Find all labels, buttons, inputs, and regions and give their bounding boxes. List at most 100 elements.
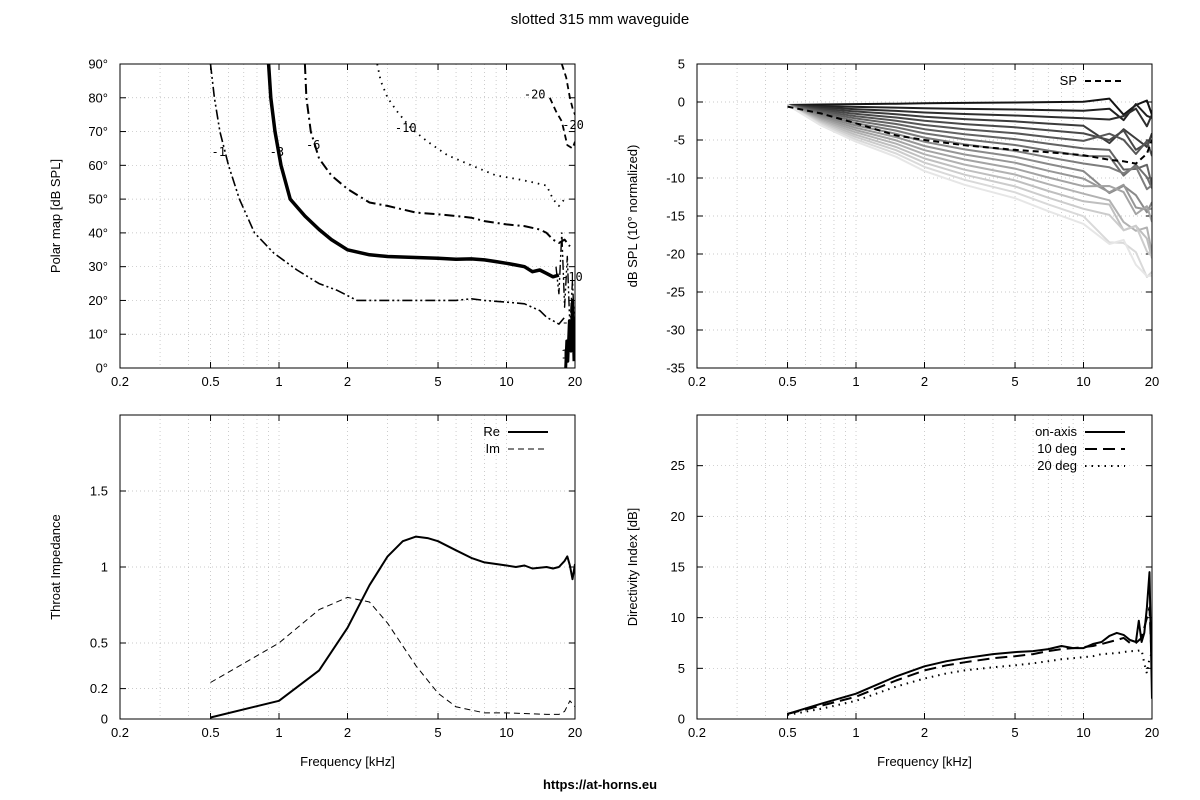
- x-tick-label: 0.5: [201, 374, 219, 389]
- x-tick-label: 5: [1011, 374, 1018, 389]
- y-tick-label: 60°: [88, 158, 108, 173]
- y-tick-label: 0: [678, 712, 685, 727]
- x-tick-label: 10: [1076, 725, 1090, 740]
- y-tick-label: 10: [671, 610, 685, 625]
- spl-angle-curve: [787, 103, 1152, 122]
- y-tick-label: 80°: [88, 90, 108, 105]
- x-tick-label: 5: [434, 374, 441, 389]
- contour-level-label: -10: [561, 270, 583, 284]
- contour-level-label: -20: [524, 87, 546, 101]
- spl-angle-curve: [787, 104, 1152, 148]
- x-tick-label: 1: [852, 725, 859, 740]
- y-tick-label: 70°: [88, 124, 108, 139]
- y-tick-label: 0.5: [90, 636, 108, 651]
- plot-area: [787, 571, 1152, 716]
- y-tick-label: 20°: [88, 293, 108, 308]
- x-axis-label: Frequency [kHz]: [300, 754, 395, 769]
- x-tick-label: 10: [1076, 374, 1090, 389]
- x-tick-label: 0.5: [778, 374, 796, 389]
- plot-frame: [119, 414, 576, 720]
- y-tick-label: 10°: [88, 327, 108, 342]
- spl-angle-curve: [787, 104, 1152, 128]
- spl-angle-curve: [787, 104, 1152, 189]
- y-tick-label: 25: [671, 458, 685, 473]
- x-tick-label: 2: [344, 374, 351, 389]
- contour-level-label: -1: [212, 145, 226, 159]
- x-tick-label: 0.2: [688, 725, 706, 740]
- x-tick-label: 0.2: [688, 374, 706, 389]
- x-tick-label: 5: [434, 725, 441, 740]
- y-axis-label: dB SPL (10° normalized): [625, 145, 640, 288]
- y-tick-label: -30: [666, 323, 685, 338]
- legend-label: Re: [483, 424, 500, 439]
- plot-area: [209, 64, 575, 368]
- y-tick-label: 90°: [88, 57, 108, 72]
- x-tick-label: 1: [852, 374, 859, 389]
- y-tick-label: 1: [101, 560, 108, 575]
- contour-edge-noise: [564, 298, 575, 368]
- y-tick-label: -20: [666, 247, 685, 262]
- y-tick-label: 0.2: [90, 681, 108, 696]
- y-tick-label: 0: [678, 95, 685, 110]
- y-tick-label: -25: [666, 285, 685, 300]
- contour-level-label: -1: [562, 315, 576, 329]
- spl-angle-curve: [787, 104, 1152, 253]
- x-tick-label: 2: [344, 725, 351, 740]
- y-axis-label: Directivity Index [dB]: [625, 508, 640, 627]
- y-tick-label: 5: [678, 661, 685, 676]
- spl-angle-curve: [787, 104, 1152, 151]
- series-20-deg: [787, 649, 1152, 716]
- x-tick-label: 20: [1145, 725, 1159, 740]
- legend-label: SP: [1060, 73, 1077, 88]
- contour-level-label: -3: [270, 145, 284, 159]
- legend-label: Im: [486, 441, 500, 456]
- series-on-axis: [787, 571, 1152, 715]
- contour-line-m1: [209, 64, 566, 325]
- y-tick-label: 30°: [88, 259, 108, 274]
- x-tick-label: 0.2: [111, 374, 129, 389]
- y-tick-label: 15: [671, 560, 685, 575]
- x-tick-label: 1: [275, 374, 282, 389]
- contour-line-m3: [266, 64, 560, 279]
- figure-title: slotted 315 mm waveguide: [511, 11, 689, 28]
- spl-sound-power-curve: [787, 105, 1152, 165]
- series-10-deg: [787, 606, 1152, 715]
- x-tick-label: 5: [1011, 725, 1018, 740]
- y-tick-label: 40°: [88, 225, 108, 240]
- x-axis-label: Frequency [kHz]: [877, 754, 972, 769]
- y-tick-label: -15: [666, 209, 685, 224]
- x-tick-label: 20: [568, 725, 582, 740]
- y-tick-label: 0°: [96, 361, 108, 376]
- plot-frame: [696, 63, 1153, 369]
- legend-label: 10 deg: [1037, 441, 1077, 456]
- x-tick-label: 0.2: [111, 725, 129, 740]
- y-tick-label: -10: [666, 171, 685, 186]
- spl-angle-curve: [787, 104, 1152, 211]
- contour-line-m20: [548, 97, 575, 150]
- plot-area: [210, 535, 575, 719]
- y-axis-label: Polar map [dB SPL]: [48, 159, 63, 273]
- spl-angle-curve: [787, 104, 1152, 191]
- contour-level-label: -20: [562, 118, 584, 132]
- spl-angle-curve: [786, 104, 1152, 277]
- spl-angle-curve: [787, 104, 1152, 278]
- plot-frame: [119, 63, 576, 369]
- y-tick-label: -5: [673, 133, 685, 148]
- spl-angle-curve: [787, 104, 1152, 214]
- x-tick-label: 10: [499, 374, 513, 389]
- spl-normalized-plot: 0.2 0.5 1 2 5 10 20 -35 -30 -25 -20 -15 -10 -5 0 5 dB SP…: [625, 57, 1159, 390]
- x-tick-label: 2: [921, 374, 928, 389]
- plot-area: [786, 97, 1152, 278]
- contour-line-m20: [560, 64, 575, 116]
- x-tick-label: 1: [275, 725, 282, 740]
- x-tick-label: 2: [921, 725, 928, 740]
- legend-label: on-axis: [1035, 424, 1077, 439]
- plot-frame: [696, 414, 1153, 720]
- x-tick-label: 20: [1145, 374, 1159, 389]
- y-tick-label: 0: [101, 712, 108, 727]
- series-Re: [210, 535, 575, 719]
- y-tick-label: 20: [671, 509, 685, 524]
- contour-level-label: -6: [306, 138, 320, 152]
